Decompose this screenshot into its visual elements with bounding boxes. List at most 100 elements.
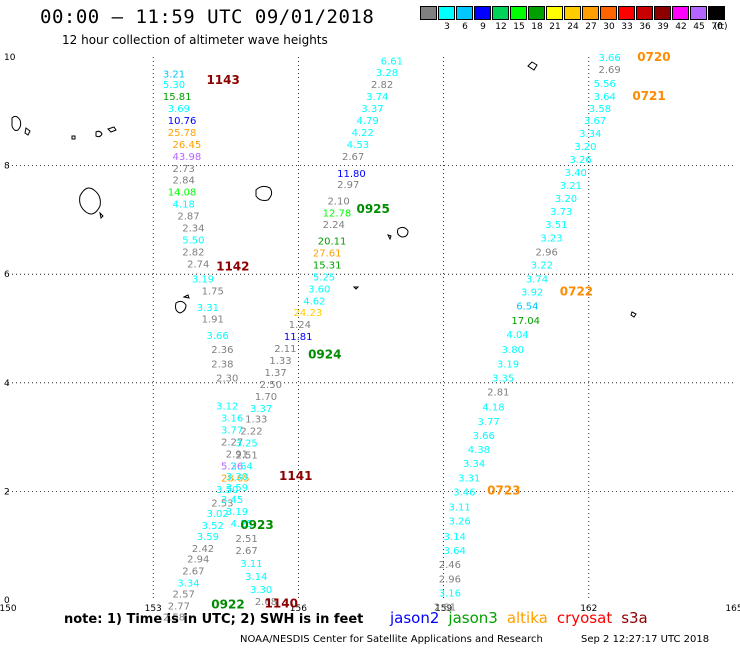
- wave-height-value: 1.70: [255, 392, 277, 403]
- footer-note: note: 1) Time is in UTC; 2) SWH is in fe…: [64, 612, 364, 627]
- island-outline: [95, 130, 103, 138]
- island-outline: [527, 61, 538, 71]
- color-scale-label: 15: [513, 22, 525, 32]
- wave-height-value: 5.30: [163, 80, 185, 91]
- pass-time-label: 0721: [632, 89, 665, 103]
- color-scale-label: 3: [444, 22, 450, 32]
- wave-height-value: 3.34: [579, 129, 601, 140]
- wave-height-value: 4.79: [356, 116, 378, 127]
- wave-height-value: 3.58: [589, 104, 611, 115]
- wave-height-value: 4.18: [173, 200, 195, 211]
- color-scale-swatch: [546, 6, 563, 20]
- color-scale-swatch: [582, 6, 599, 20]
- wave-height-value: 2.84: [173, 176, 195, 187]
- grid-lines: [8, 57, 734, 600]
- wave-height-value: 2.58: [163, 612, 185, 623]
- wave-height-value: 3.59: [197, 532, 219, 543]
- wave-height-value: 3.80: [502, 345, 524, 356]
- wave-height-value: 3.59: [226, 483, 248, 494]
- wave-height-value: 3.74: [526, 275, 548, 286]
- wave-height-value: 3.12: [216, 402, 238, 413]
- wave-height-value: 3.64: [594, 92, 616, 103]
- color-scale-label: 21: [549, 22, 561, 32]
- island-outlines: [11, 61, 637, 318]
- color-scale-swatch: [528, 6, 545, 20]
- pass-time-label: 1140: [265, 596, 298, 610]
- wave-height-value: 1.24: [289, 320, 311, 331]
- wave-height-value: 2.69: [598, 65, 620, 76]
- wave-height-value: 2.81: [434, 603, 456, 614]
- color-scale-legend: 3 6 9 12 15 18 21 24 27 30 33 36 39 42 45 70 (ft): [420, 6, 732, 36]
- wave-height-value: 3.73: [550, 207, 572, 218]
- color-scale-label: 70: [711, 22, 723, 32]
- wave-height-value: 2.97: [337, 180, 359, 191]
- island-outline: [79, 187, 101, 215]
- wave-height-value: 2.82: [371, 80, 393, 91]
- wave-height-value: 3.52: [202, 521, 224, 532]
- wave-height-value: 1.33: [245, 415, 267, 426]
- color-scale-swatch: [438, 6, 455, 20]
- wave-height-value: 3.64: [444, 546, 466, 557]
- color-scale-swatch: [708, 6, 725, 20]
- island-outline: [99, 211, 104, 220]
- island-outline: [255, 185, 273, 201]
- wave-height-value: 2.34: [182, 224, 204, 235]
- wave-height-value: 4.18: [482, 403, 504, 414]
- wave-height-value: 25.78: [168, 128, 197, 139]
- island-outline: [182, 294, 190, 299]
- wave-height-value: 3.19: [192, 275, 214, 286]
- wave-height-value: 3.34: [177, 579, 199, 590]
- wave-height-value: 3.50: [216, 485, 238, 496]
- wave-height-value: 11.80: [337, 169, 366, 180]
- wave-height-value: 4.25: [231, 519, 253, 530]
- wave-height-value: 3.69: [168, 104, 190, 115]
- legend-entry-altika: altika: [506, 609, 548, 627]
- wave-height-value: 2.82: [182, 247, 204, 258]
- pass-time-label: 0720: [637, 50, 670, 64]
- legend-entry-jason2: jason2: [390, 609, 440, 627]
- wave-height-value: 1.37: [265, 368, 287, 379]
- pass-time-label: 0722: [560, 285, 593, 299]
- wave-height-value: 3.34: [463, 459, 485, 470]
- island-outline: [11, 115, 22, 131]
- wave-height-value: 2.36: [211, 345, 233, 356]
- credit-line: NOAA/NESDIS Center for Satellite Applica…: [240, 634, 543, 645]
- color-scale-label: 27: [585, 22, 597, 32]
- wave-height-value: 3.16: [439, 588, 461, 599]
- wave-height-value: 2.46: [439, 560, 461, 571]
- wave-height-value: 12.78: [323, 208, 352, 219]
- color-scale-swatch: [510, 6, 527, 20]
- wave-height-value: 2.94: [187, 555, 209, 566]
- color-scale-swatch: [654, 6, 671, 20]
- wave-height-value: 3.37: [361, 104, 383, 115]
- color-scale-label: 6: [462, 22, 468, 32]
- island-outline: [175, 300, 187, 314]
- wave-height-value: 2.74: [187, 259, 209, 270]
- wave-height-value: 2.96: [439, 574, 461, 585]
- wave-height-value: 1.75: [202, 286, 224, 297]
- wave-height-value: 3.20: [555, 194, 577, 205]
- island-outline: [397, 226, 409, 238]
- wave-height-value: 3.11: [448, 503, 470, 514]
- wave-height-value: 26.45: [173, 140, 202, 151]
- page-title: 00:00 – 11:59 UTC 09/01/2018: [40, 6, 375, 28]
- wave-height-value: 3.20: [574, 142, 596, 153]
- wave-height-value: 2.91: [226, 449, 248, 460]
- wave-height-value: 11.81: [284, 332, 313, 343]
- wave-height-value: 4.62: [303, 296, 325, 307]
- generated-date: Sep 2 12:27:17 UTC 2018: [581, 634, 710, 645]
- wave-height-value: 6.61: [381, 56, 403, 67]
- color-scale-swatch: [420, 6, 437, 20]
- wave-height-value: 3.16: [221, 414, 243, 425]
- wave-height-value: 27.61: [313, 248, 342, 259]
- wave-height-value: 3.31: [197, 303, 219, 314]
- wave-height-value: 15.81: [163, 92, 192, 103]
- wave-height-value: 3.74: [366, 92, 388, 103]
- color-scale-swatch: [456, 6, 473, 20]
- wave-height-value: 3.25: [235, 439, 257, 450]
- wave-height-value: 3.45: [221, 495, 243, 506]
- wave-height-value: 3.22: [531, 260, 553, 271]
- wave-height-value: 3.51: [545, 220, 567, 231]
- wave-height-value: 43.98: [173, 152, 202, 163]
- wave-height-value: 3.46: [453, 487, 475, 498]
